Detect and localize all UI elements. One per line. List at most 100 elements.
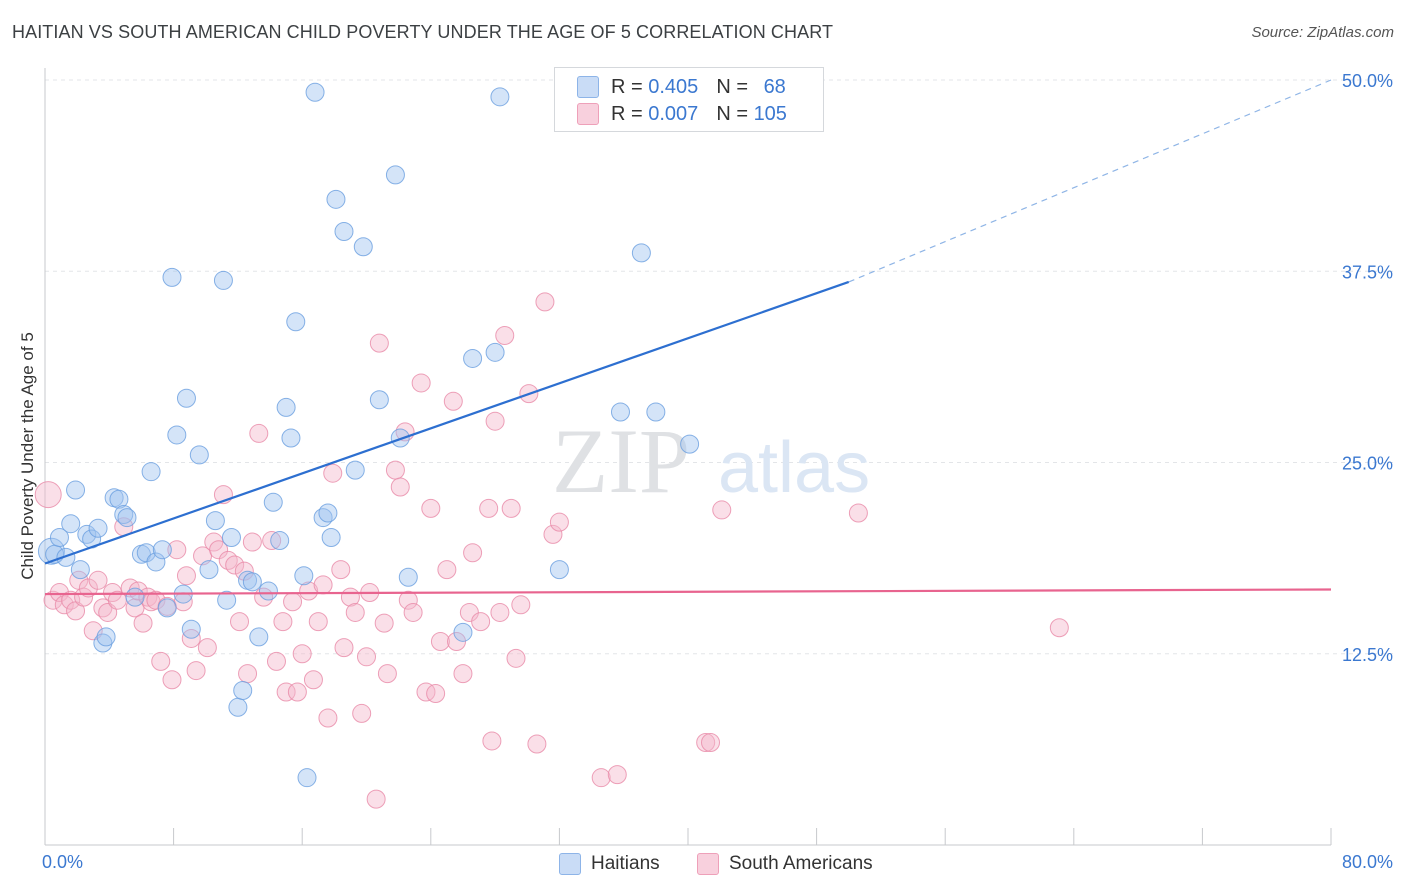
haitians-point <box>93 633 113 653</box>
south-americans-point <box>490 602 510 622</box>
haitians-point <box>294 566 314 586</box>
south-americans-point <box>511 595 531 615</box>
y-tick-label: 25.0% <box>1342 454 1393 474</box>
south-americans-point <box>308 612 328 632</box>
south-americans-point <box>357 647 376 667</box>
haitians-point <box>37 537 65 565</box>
south-americans-point <box>501 498 521 518</box>
south-americans-point <box>390 477 410 497</box>
south-americans-point <box>696 732 716 752</box>
south-americans-point <box>416 682 436 702</box>
south-americans-point <box>128 581 148 601</box>
haitians-point <box>345 460 365 480</box>
south-americans-point <box>209 540 229 560</box>
haitians-point <box>263 492 283 512</box>
south-americans-point <box>463 543 483 563</box>
x-tick-min: 0.0% <box>42 852 84 872</box>
south-americans-point <box>238 664 258 684</box>
south-americans-point <box>186 661 206 681</box>
haitians-point <box>213 270 233 290</box>
south-americans-point <box>303 670 323 690</box>
haitians-point <box>61 514 81 534</box>
south-americans-point <box>352 703 372 723</box>
haitians-point <box>321 527 341 547</box>
south-americans-point <box>61 590 81 610</box>
south-americans-point <box>506 648 526 668</box>
haitians-point <box>176 388 196 408</box>
south-americans-point <box>74 587 94 607</box>
south-americans-point <box>447 632 467 652</box>
south-americans-point <box>276 682 296 702</box>
south-americans-point <box>421 498 441 518</box>
haitians-point <box>141 462 161 482</box>
haitians-point <box>385 165 405 185</box>
south-americans-point <box>78 578 98 598</box>
haitians-point <box>96 627 116 647</box>
legend-r-label: R = <box>611 102 649 125</box>
south-americans-point <box>591 768 611 788</box>
haitians-point <box>631 243 651 263</box>
haitians-point <box>485 342 505 362</box>
stats-legend: R = 0.405 N = 68 R = 0.007 N = 105 <box>554 67 824 132</box>
south-americans-point <box>287 682 307 702</box>
haitians-point <box>242 572 262 592</box>
haitians-point <box>233 680 253 700</box>
haitians-point <box>305 82 325 102</box>
south-americans-point <box>495 326 515 346</box>
south-americans-swatch <box>577 103 599 125</box>
axes <box>44 68 1332 846</box>
south-americans-point <box>162 670 182 690</box>
haitians-point <box>199 560 219 580</box>
south-americans-legend-swatch <box>697 853 719 875</box>
haitians-point <box>334 221 354 241</box>
legend-r-value: 0.405 <box>648 75 699 98</box>
bottom-legend-south-americans: South Americans <box>697 851 873 877</box>
haitians-trend-extension <box>848 79 1332 283</box>
watermark-atlas: atlas <box>718 428 870 508</box>
south-americans-point <box>283 592 303 612</box>
south-americans-point <box>377 664 397 684</box>
haitians-point <box>70 560 90 580</box>
south-americans-point <box>374 613 394 633</box>
haitians-point <box>157 598 177 618</box>
south-americans-point <box>88 570 108 590</box>
haitians-swatch <box>577 76 599 98</box>
source-label: Source: ZipAtlas.com <box>1251 24 1394 41</box>
south-americans-point <box>482 731 502 751</box>
haitians-points <box>37 82 700 788</box>
south-americans-point <box>133 613 153 633</box>
south-americans-point <box>292 644 312 664</box>
haitians-point <box>152 540 172 560</box>
south-americans-point <box>334 638 354 658</box>
haitians-point <box>167 425 187 445</box>
legend-n-value: 68 <box>763 75 786 98</box>
haitians-point <box>205 511 225 531</box>
haitians-point <box>286 312 306 332</box>
south-americans-point <box>197 638 217 658</box>
haitians-point <box>453 622 473 642</box>
haitians-point <box>66 480 86 500</box>
haitians-point <box>249 627 269 647</box>
haitians-point <box>353 237 373 257</box>
south-americans-point <box>1049 618 1069 638</box>
legend-r-value: 0.007 <box>648 102 699 125</box>
south-americans-point <box>453 664 473 684</box>
south-americans-point <box>345 602 365 622</box>
haitians-point <box>189 445 209 465</box>
haitians-point <box>88 518 108 538</box>
legend-row-haitians: R = 0.405 N = 68 <box>577 74 786 100</box>
south-americans-point <box>527 734 547 754</box>
haitians-legend-swatch <box>559 853 581 875</box>
south-americans-point <box>318 708 338 728</box>
south-americans-point <box>443 391 463 411</box>
south-americans-point <box>437 560 457 580</box>
south-americans-point <box>176 566 196 586</box>
y-tick-label: 12.5% <box>1342 645 1393 665</box>
haitians-point <box>270 531 290 551</box>
haitians-point <box>181 619 201 639</box>
south-americans-point <box>543 524 563 544</box>
haitians-point <box>369 390 389 410</box>
haitians-point <box>146 552 166 572</box>
south-americans-point <box>701 732 721 752</box>
haitians-point <box>217 590 237 610</box>
